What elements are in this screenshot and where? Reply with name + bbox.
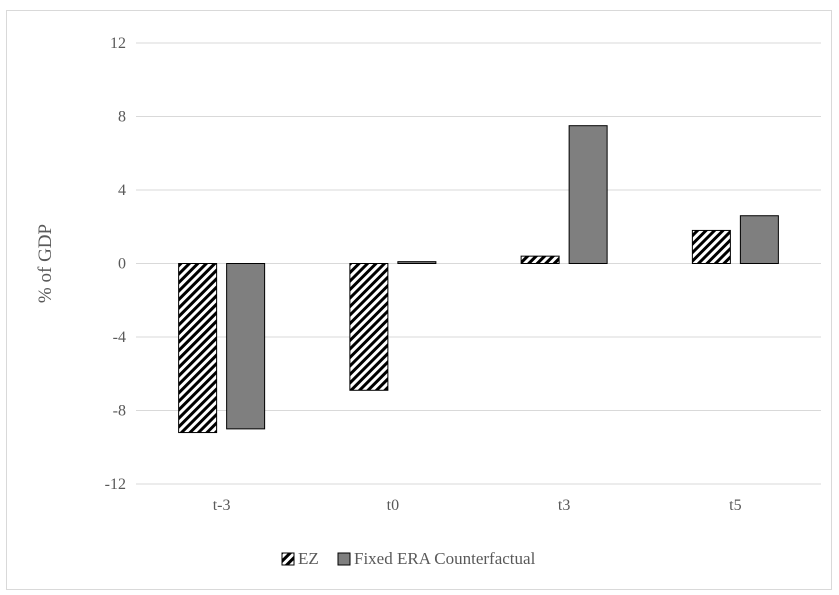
bars — [178, 125, 779, 434]
x-tick-label: t3 — [558, 497, 570, 514]
y-tick-label: 8 — [118, 109, 126, 126]
legend: EZ Fixed ERA Counterfactual — [281, 549, 536, 568]
y-tick-label: -8 — [113, 403, 126, 420]
y-tick-label: 12 — [110, 35, 126, 52]
x-tick-label: t0 — [387, 497, 399, 514]
legend-swatch-ez — [281, 552, 295, 566]
legend-label: EZ — [298, 549, 319, 568]
chart-frame: -12 -8 -4 0 4 8 12 t-3 t0 t3 t5 % of GDP EZ Fixed E… — [6, 10, 832, 590]
legend-label: Fixed ERA Counterfactual — [354, 549, 536, 568]
bar-fixed-era-t-3 — [226, 263, 266, 430]
y-tick-label: 0 — [118, 256, 126, 273]
y-tick-label: -4 — [113, 329, 126, 346]
bar-ez-t0 — [349, 263, 389, 391]
y-tick-label: -12 — [105, 476, 126, 493]
bar-chart: -12 -8 -4 0 4 8 12 t-3 t0 t3 t5 % of GDP EZ Fixed E… — [35, 35, 821, 568]
tick-labels: -12 -8 -4 0 4 8 12 t-3 t0 t3 t5 — [105, 35, 742, 514]
legend-swatch-fixed-era — [337, 552, 351, 566]
bar-ez-t-3 — [178, 263, 218, 434]
bar-ez-t3 — [520, 255, 560, 264]
x-tick-label: t-3 — [213, 497, 231, 514]
x-tick-label: t5 — [729, 497, 741, 514]
y-axis-title: % of GDP — [35, 224, 56, 303]
bar-fixed-era-t0 — [397, 261, 437, 265]
y-tick-label: 4 — [118, 182, 126, 199]
bar-fixed-era-t3 — [568, 125, 608, 264]
bar-ez-t5 — [691, 229, 731, 265]
bar-fixed-era-t5 — [739, 215, 779, 265]
